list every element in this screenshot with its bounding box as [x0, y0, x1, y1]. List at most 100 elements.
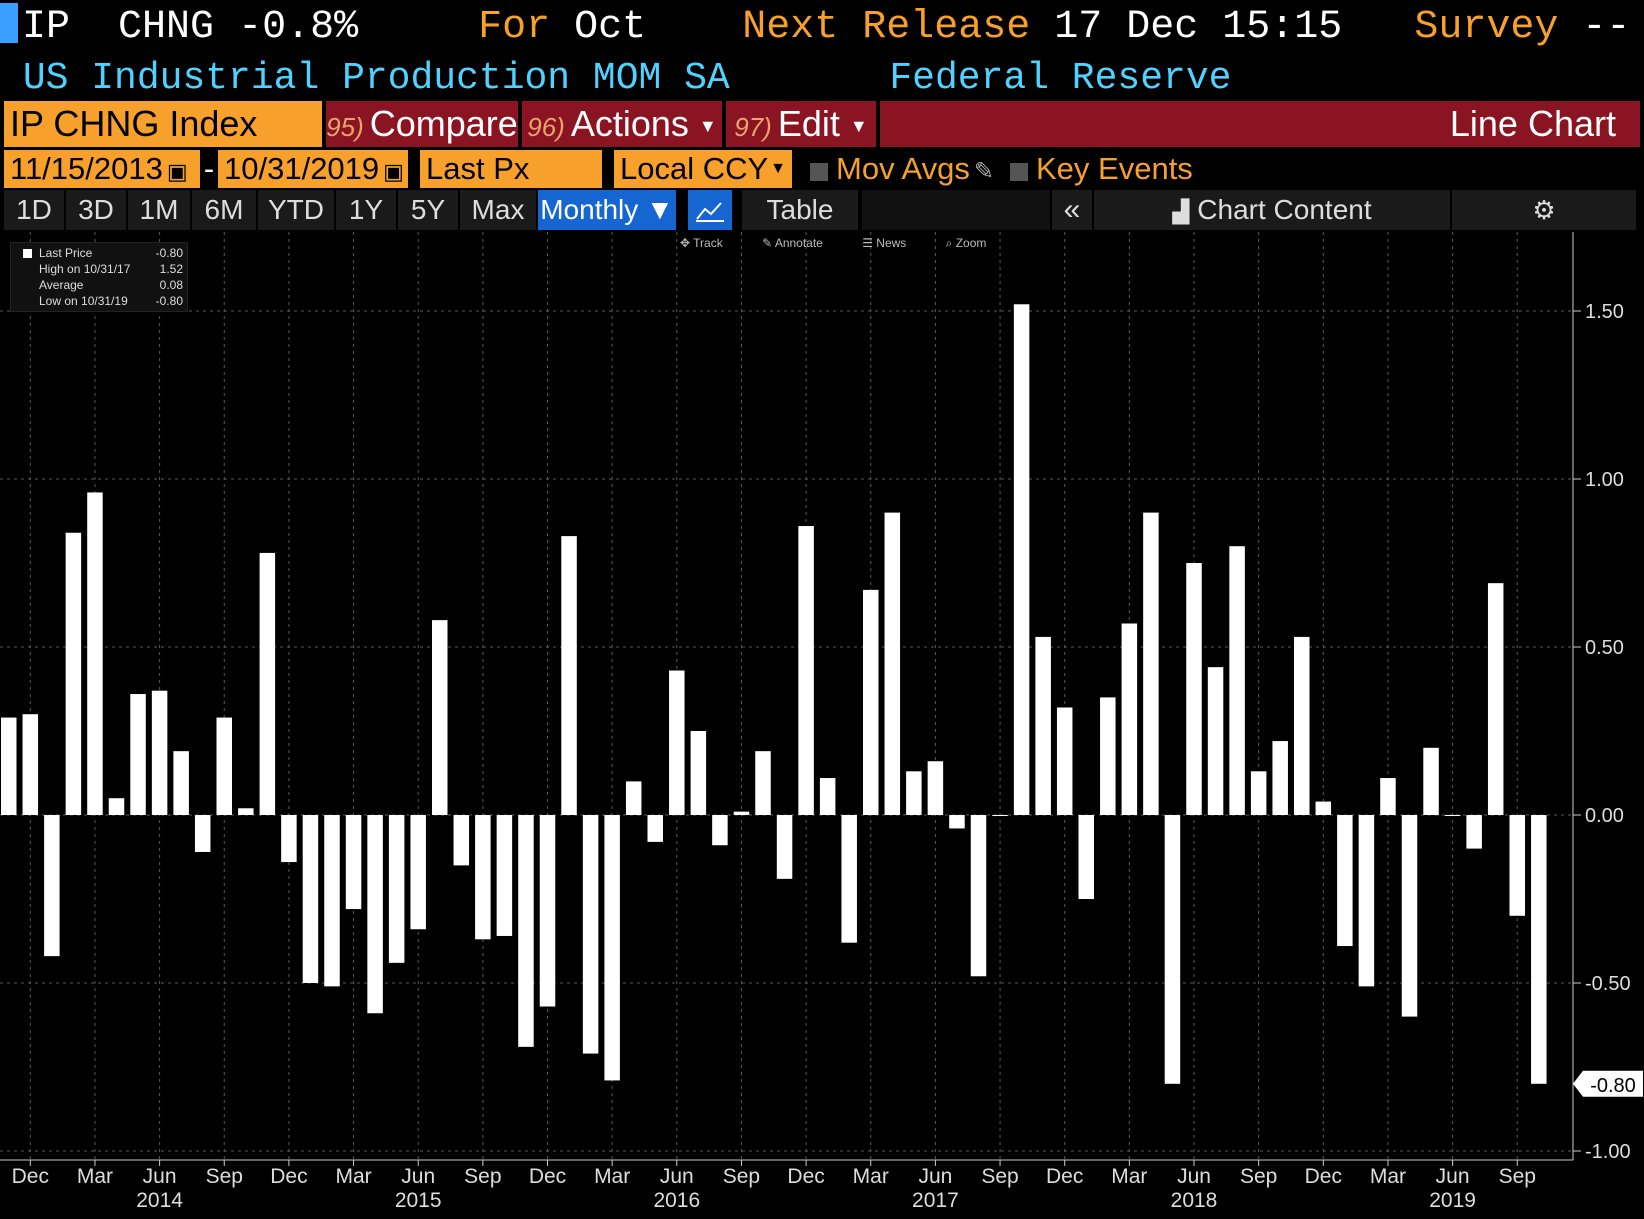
bar[interactable]	[949, 815, 965, 829]
bar[interactable]	[604, 815, 620, 1081]
bar[interactable]	[625, 781, 642, 815]
bar[interactable]	[1250, 771, 1267, 815]
bar[interactable]	[841, 815, 857, 943]
bar[interactable]	[733, 811, 750, 815]
bar[interactable]	[173, 751, 189, 815]
bar[interactable]	[302, 815, 319, 983]
bar[interactable]	[1380, 778, 1396, 815]
table-button[interactable]: Table	[742, 190, 858, 230]
bar[interactable]	[259, 552, 276, 815]
chart-content-button[interactable]: ▟ Chart Content	[1094, 190, 1450, 230]
bar[interactable]	[87, 492, 103, 815]
range-6m[interactable]: 6M	[192, 190, 256, 230]
bar[interactable]	[970, 815, 987, 977]
bar[interactable]	[22, 714, 39, 815]
bar[interactable]	[1186, 563, 1202, 815]
bar[interactable]	[65, 532, 82, 815]
end-date-input[interactable]: 10/31/2019 ▣	[218, 150, 408, 188]
compare-button[interactable]: 95) Compare	[326, 101, 518, 147]
bar[interactable]	[1207, 667, 1224, 815]
start-date-input[interactable]: 11/15/2013 ▣	[4, 150, 200, 188]
bar[interactable]	[1315, 801, 1332, 815]
bar[interactable]	[432, 620, 448, 815]
bar[interactable]	[582, 815, 599, 1054]
bar[interactable]	[1294, 636, 1310, 815]
bar[interactable]	[1035, 636, 1051, 815]
bar[interactable]	[281, 815, 297, 863]
bar[interactable]	[1509, 815, 1526, 916]
key-events-toggle[interactable]: Key Events	[1010, 150, 1210, 188]
bar[interactable]	[1444, 815, 1461, 816]
bar[interactable]	[1229, 546, 1245, 815]
range-5y[interactable]: 5Y	[398, 190, 458, 230]
bar[interactable]	[1466, 815, 1482, 849]
periodicity-select[interactable]: Monthly ▼	[538, 190, 676, 230]
line-chart-icon[interactable]	[688, 190, 732, 230]
bar[interactable]	[647, 815, 664, 842]
bar[interactable]	[1401, 815, 1418, 1017]
bar[interactable]	[1056, 707, 1073, 815]
bar[interactable]	[216, 717, 233, 815]
bar[interactable]	[884, 512, 901, 815]
bar[interactable]	[755, 751, 771, 815]
bar[interactable]	[130, 694, 146, 815]
checkbox-icon[interactable]	[810, 163, 828, 181]
bar[interactable]	[388, 815, 405, 963]
collapse-icon[interactable]: «	[1052, 190, 1092, 230]
bar[interactable]	[238, 808, 254, 815]
bar[interactable]	[1487, 583, 1504, 815]
mov-avgs-toggle[interactable]: Mov Avgs ✎	[810, 150, 1000, 188]
bar[interactable]	[453, 815, 470, 866]
bar[interactable]	[1121, 623, 1138, 815]
bar[interactable]	[927, 761, 944, 815]
bar[interactable]	[108, 798, 125, 815]
bar[interactable]	[690, 731, 707, 815]
bar[interactable]	[1423, 747, 1439, 815]
edit-button[interactable]: 97) Edit ▼	[726, 101, 876, 147]
bar[interactable]	[819, 778, 836, 815]
gear-icon[interactable]: ⚙	[1452, 190, 1636, 230]
annotate-tool[interactable]: ✎ Annotate	[762, 236, 823, 250]
price-field-select[interactable]: Last Px	[420, 150, 602, 188]
chart-type-selector[interactable]: Line Chart	[880, 101, 1640, 147]
track-tool[interactable]: ✥ Track	[680, 236, 723, 250]
calendar-icon[interactable]: ▣	[383, 159, 404, 184]
bar[interactable]	[712, 815, 728, 846]
zoom-tool[interactable]: ⌕ Zoom	[945, 236, 987, 250]
bar[interactable]	[44, 815, 60, 957]
range-3d[interactable]: 3D	[66, 190, 126, 230]
pencil-icon[interactable]: ✎	[973, 158, 994, 185]
bar[interactable]	[194, 815, 211, 852]
bar[interactable]	[1, 717, 17, 815]
bar[interactable]	[992, 815, 1008, 816]
news-tool[interactable]: ☰ News	[862, 236, 907, 250]
range-1d[interactable]: 1D	[4, 190, 64, 230]
bar[interactable]	[518, 815, 534, 1047]
bar-chart[interactable]: 1.50 1.00 0.50 0.00 -0.50 -1.00 Dec Mar Jun Sep De…	[0, 232, 1644, 1219]
bar[interactable]	[798, 526, 814, 815]
bar[interactable]	[475, 815, 491, 940]
range-max[interactable]: Max	[460, 190, 536, 230]
range-1y[interactable]: 1Y	[336, 190, 396, 230]
bar[interactable]	[669, 670, 685, 815]
bar[interactable]	[561, 536, 577, 815]
bar[interactable]	[1531, 815, 1547, 1084]
checkbox-icon[interactable]	[1010, 163, 1028, 181]
bar[interactable]	[367, 815, 383, 1014]
calendar-icon[interactable]: ▣	[166, 159, 188, 184]
bar[interactable]	[1143, 512, 1159, 815]
bar[interactable]	[1272, 741, 1288, 815]
bar[interactable]	[776, 815, 793, 879]
bar[interactable]	[1078, 815, 1095, 899]
bar[interactable]	[496, 815, 513, 936]
bar[interactable]	[1013, 304, 1030, 815]
bar[interactable]	[345, 815, 362, 910]
bar[interactable]	[539, 815, 556, 1007]
range-ytd[interactable]: YTD	[258, 190, 334, 230]
bar[interactable]	[863, 589, 879, 815]
bar[interactable]	[324, 815, 340, 987]
bar[interactable]	[410, 815, 426, 930]
security-field[interactable]: IP CHNG Index	[4, 101, 322, 147]
bar[interactable]	[906, 771, 922, 815]
bar[interactable]	[151, 690, 168, 815]
